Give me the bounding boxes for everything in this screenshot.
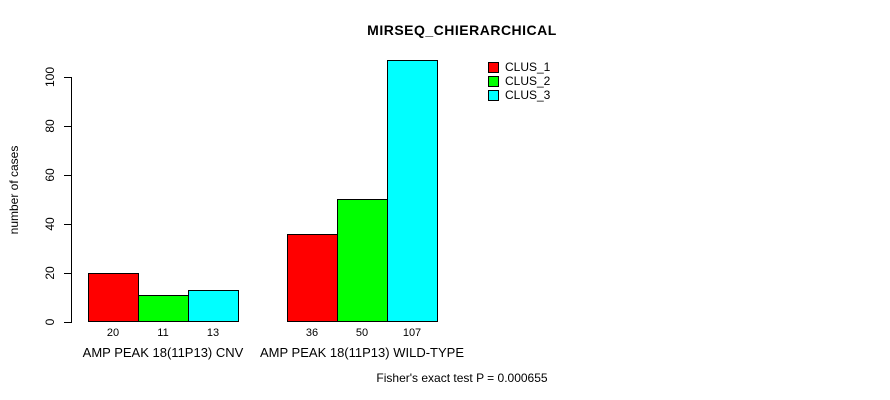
category-label: AMP PEAK 18(11P13) WILD-TYPE — [260, 345, 464, 360]
bar-clus_2-group1 — [138, 295, 189, 322]
bar-value-label: 13 — [206, 327, 220, 339]
y-tick-mark — [64, 322, 71, 323]
y-tick-label: 100 — [43, 66, 57, 88]
bar-clus_1-group2 — [287, 234, 338, 322]
bar-clus_2-group2 — [337, 199, 388, 322]
fisher-test-caption: Fisher's exact test P = 0.000655 — [376, 371, 548, 385]
y-tick-label: 60 — [43, 168, 57, 182]
legend: CLUS_1 CLUS_2 CLUS_3 — [488, 60, 550, 102]
y-axis-line — [71, 77, 72, 323]
legend-label: CLUS_1 — [505, 60, 551, 74]
legend-swatch — [488, 75, 499, 87]
legend-swatch — [488, 89, 499, 101]
legend-swatch — [488, 61, 499, 73]
y-tick-label: 0 — [43, 318, 57, 326]
y-tick-mark — [64, 175, 71, 176]
y-tick-label: 20 — [43, 266, 57, 280]
legend-label: CLUS_2 — [505, 74, 551, 88]
chart-title: MIRSEQ_CHIERARCHICAL — [367, 22, 557, 38]
y-axis-label: number of cases — [7, 145, 21, 235]
bar-value-label: 11 — [157, 327, 169, 339]
bar-value-label: 50 — [355, 327, 369, 339]
bar-value-label: 20 — [106, 327, 120, 339]
category-label: AMP PEAK 18(11P13) CNV — [82, 345, 244, 360]
bar-clus_3-group2 — [387, 60, 438, 322]
legend-item-clus_3: CLUS_3 — [488, 88, 550, 102]
legend-item-clus_2: CLUS_2 — [488, 74, 550, 88]
bar-value-label: 36 — [305, 327, 319, 339]
y-tick-mark — [64, 224, 71, 225]
y-tick-mark — [64, 273, 71, 274]
y-tick-mark — [64, 77, 71, 78]
y-tick-label: 40 — [43, 217, 57, 231]
legend-label: CLUS_3 — [505, 88, 551, 102]
bar-clus_3-group1 — [188, 290, 239, 322]
bar-value-label: 107 — [402, 327, 422, 339]
legend-item-clus_1: CLUS_1 — [488, 60, 550, 74]
bar-clus_1-group1 — [88, 273, 139, 322]
y-tick-label: 80 — [43, 119, 57, 133]
y-tick-mark — [64, 126, 71, 127]
